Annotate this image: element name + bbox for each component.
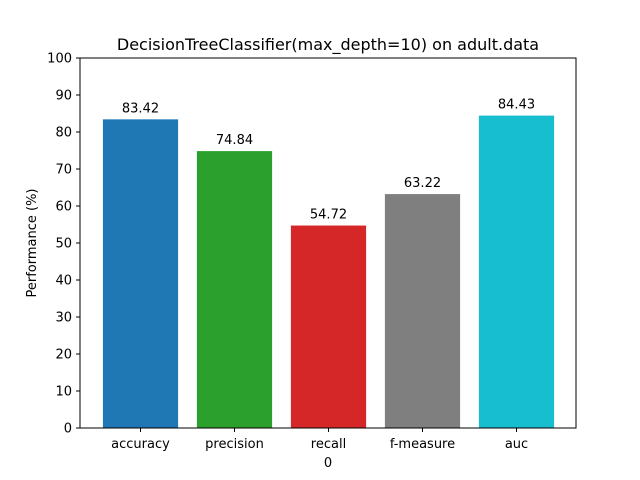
data-label-accuracy: 83.42	[122, 101, 159, 116]
y-tick-label-10: 10	[55, 385, 72, 400]
y-tick-label-0: 0	[64, 422, 72, 437]
y-tick-label-50: 50	[55, 237, 72, 252]
y-tick-label-30: 30	[55, 311, 72, 326]
y-axis-label: Performance (%)	[25, 188, 40, 297]
x-tick-label-recall: recall	[311, 437, 346, 452]
data-label-recall: 54.72	[310, 208, 347, 223]
y-tick-label-100: 100	[47, 52, 72, 67]
y-tick-label-60: 60	[55, 200, 72, 215]
x-tick-label-auc: auc	[505, 437, 528, 452]
bar-precision	[196, 151, 273, 429]
y-tick-label-90: 90	[55, 89, 72, 104]
chart-title: DecisionTreeClassifier(max_depth=10) on …	[117, 35, 539, 55]
x-tick-label-accuracy: accuracy	[111, 437, 170, 452]
bar-accuracy	[102, 119, 179, 428]
data-label-auc: 84.43	[498, 98, 535, 113]
bars-layer: 83.42 74.84 54.72 63.22 84.43	[102, 98, 555, 429]
y-tick-label-80: 80	[55, 126, 72, 141]
y-tick-label-20: 20	[55, 348, 72, 363]
bar-recall	[290, 225, 367, 428]
plot-frame	[79, 57, 577, 429]
bar-f-measure	[384, 194, 461, 428]
x-axis-label: 0	[324, 456, 332, 471]
data-label-f-measure: 63.22	[404, 176, 441, 191]
x-tick-label-precision: precision	[205, 437, 264, 452]
bar-auc	[478, 115, 555, 428]
y-tick-label-70: 70	[55, 163, 72, 178]
data-label-precision: 74.84	[216, 133, 253, 148]
y-tick-label-40: 40	[55, 274, 72, 289]
x-tick-label-f-measure: f-measure	[390, 437, 455, 452]
ticks-layer: accuracy precision recall f-measure auc 0 10 20…	[47, 52, 528, 453]
